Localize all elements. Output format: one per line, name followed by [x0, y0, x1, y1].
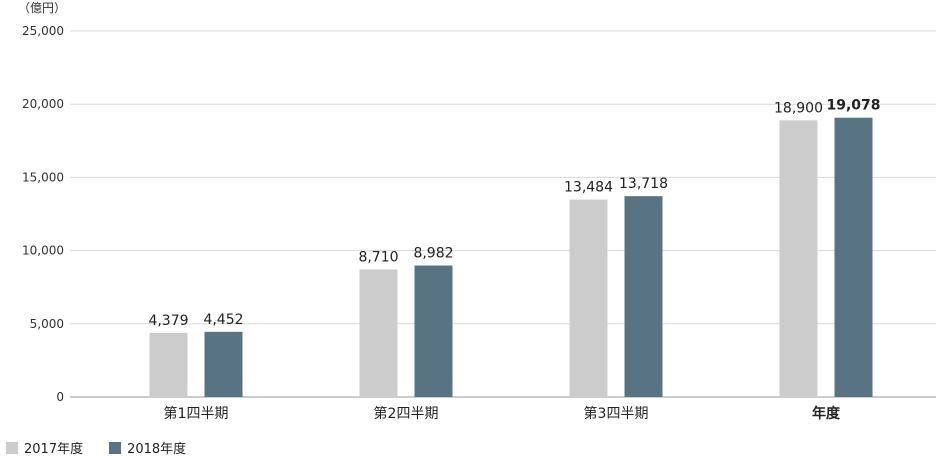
legend-label-2017: 2017年度	[24, 442, 84, 457]
y-tick-label: 25,000	[22, 24, 64, 38]
bar	[834, 117, 873, 397]
value-label: 8,710	[358, 249, 398, 265]
y-axis-ticks: 0 5,000 10,000 15,000 20,000 25,000	[22, 24, 64, 404]
legend: 2017年度 2018年度	[6, 438, 186, 457]
bar	[359, 269, 398, 397]
y-tick-label: 5,000	[30, 317, 64, 331]
bar	[569, 199, 608, 397]
value-label: 4,452	[203, 312, 243, 328]
bar	[149, 332, 188, 397]
legend-swatch-2018	[109, 441, 122, 454]
value-label: 4,379	[148, 313, 188, 329]
y-tick-label: 0	[56, 390, 64, 404]
value-label: 13,484	[564, 180, 613, 196]
value-label: 8,982	[413, 246, 453, 262]
y-tick-label: 20,000	[22, 97, 64, 111]
legend-label-2018: 2018年度	[127, 442, 187, 457]
legend-item-2018: 2018年度	[109, 438, 186, 457]
unit-label: （億円）	[18, 1, 66, 15]
y-tick-label: 15,000	[22, 170, 64, 184]
value-label: 18,900	[774, 100, 823, 116]
x-category-label: 年度	[812, 405, 841, 422]
x-category-label: 第2四半期	[374, 405, 439, 422]
value-labels: 4,379 4,452 8,710 8,982 13,484 13,718 18,900 19…	[148, 98, 880, 329]
x-category-label: 第1四半期	[164, 405, 229, 422]
legend-swatch-2017	[6, 441, 18, 454]
x-category-label: 第3四半期	[584, 405, 649, 422]
bars	[149, 117, 873, 397]
bar	[414, 265, 453, 397]
value-label: 13,718	[619, 176, 668, 192]
bar	[204, 331, 243, 397]
legend-item-2017: 2017年度	[6, 438, 83, 457]
bar	[624, 196, 663, 397]
bar	[779, 120, 818, 397]
value-label: 19,078	[826, 98, 880, 114]
x-axis-categories: 第1四半期 第2四半期 第3四半期 年度	[164, 405, 841, 422]
y-tick-label: 10,000	[22, 244, 64, 258]
